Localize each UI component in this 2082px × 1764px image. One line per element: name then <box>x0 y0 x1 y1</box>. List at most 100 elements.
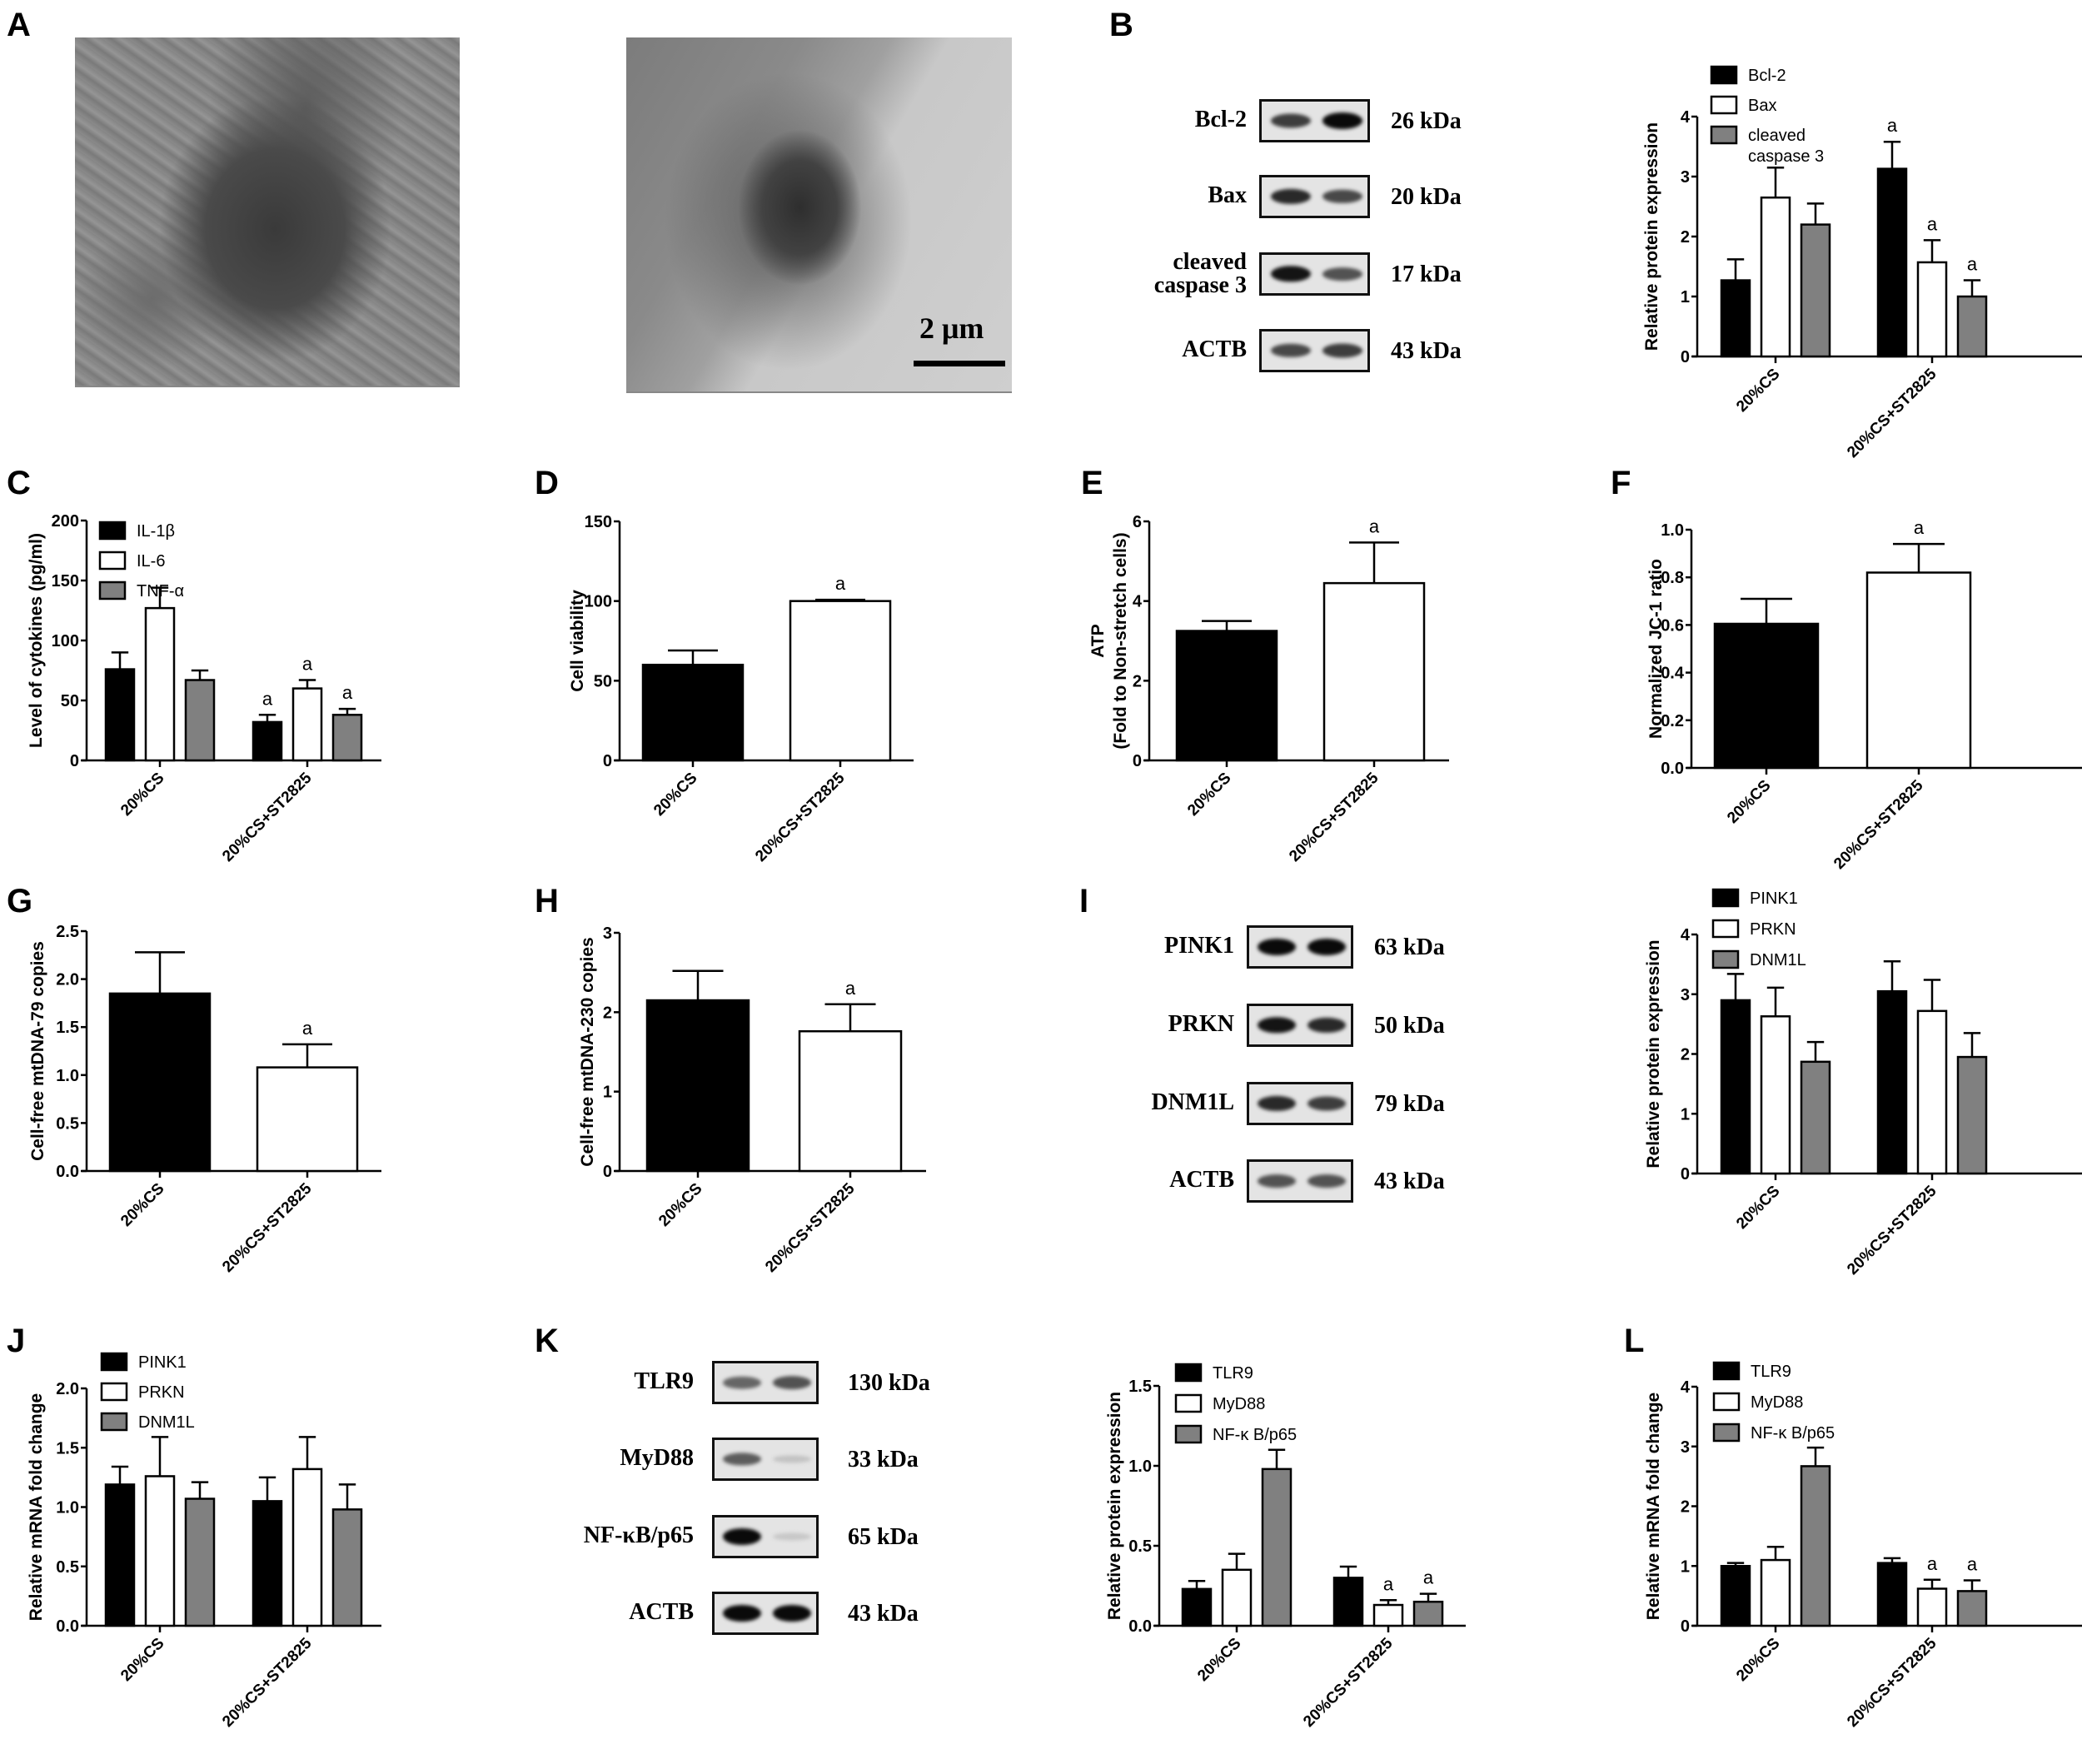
x-category-label: 20%CS <box>117 1635 167 1685</box>
y-axis-label: Cell viability <box>568 590 587 692</box>
x-category-label: 20%CS+ST2825 <box>752 769 849 865</box>
x-category-label: 20%CS <box>1184 770 1234 820</box>
y-tick-label: 100 <box>585 593 612 611</box>
bar <box>1956 295 1988 358</box>
x-category-label: 20%CS <box>1733 1635 1783 1685</box>
panel-label-d: D <box>535 465 559 501</box>
y-tick-label: 2.5 <box>56 923 79 941</box>
bar <box>645 999 750 1173</box>
y-tick-label: 2.0 <box>56 971 79 989</box>
y-tick-label: 150 <box>52 572 79 590</box>
bar <box>108 992 212 1173</box>
panel-label-b: B <box>1109 7 1133 43</box>
y-axis-label: ATP <box>1088 624 1108 657</box>
significance-marker: a <box>1927 213 1938 234</box>
blot-protein-label: TLR9 <box>634 1368 694 1394</box>
blot-band <box>773 1605 812 1622</box>
legend-label: cleaved <box>1748 127 1806 145</box>
y-tick-label: 1.0 <box>56 1067 79 1085</box>
y-axis-label-line2: (Fold to Non-stretch cells) <box>1111 532 1130 749</box>
significance-marker: a <box>835 573 846 594</box>
blot-protein-label: cleaved caspase 3 <box>1153 249 1247 298</box>
blot-band <box>723 1376 762 1389</box>
bar <box>1876 167 1908 358</box>
y-tick-label: 1.0 <box>1661 521 1684 540</box>
blot-kda-label: 43 kDa <box>848 1601 919 1627</box>
scale-bar-label: 2 μm <box>919 311 984 345</box>
blot-band <box>1270 343 1311 358</box>
y-axis-label: Relative protein expression <box>1105 1392 1124 1620</box>
y-tick-label: 1 <box>603 1084 612 1102</box>
x-category-label: 20%CS <box>1733 1183 1783 1233</box>
significance-marker: a <box>302 654 313 675</box>
x-category-label: 20%CS <box>655 1180 705 1230</box>
blot-protein-label: ACTB <box>1182 336 1247 362</box>
micrograph-20cs-st2825: 2 μm <box>626 37 1012 393</box>
y-tick-label: 0 <box>1681 1165 1690 1183</box>
blot-kda-label: 43 kDa <box>1391 338 1462 364</box>
blot-kda-label: 65 kDa <box>848 1524 919 1550</box>
legend-label: DNM1L <box>138 1413 195 1432</box>
bar <box>1720 279 1751 358</box>
blot-band <box>1258 939 1297 955</box>
bar <box>1175 630 1278 762</box>
y-tick-label: 0.4 <box>1661 665 1685 683</box>
blot-protein-label: ACTB <box>629 1599 694 1625</box>
legend-swatch <box>1712 1361 1741 1381</box>
significance-marker: a <box>1383 1573 1394 1594</box>
y-tick-label: 0.6 <box>1661 616 1684 635</box>
significance-marker: a <box>1967 254 1978 275</box>
bar <box>1261 1468 1293 1627</box>
bar <box>1916 1009 1948 1175</box>
x-category-label: 20%CS+ST2825 <box>1300 1634 1397 1731</box>
y-tick-label: 2 <box>603 1004 612 1022</box>
blot-protein-label: PINK1 <box>1164 933 1234 959</box>
legend-swatch <box>1711 888 1740 908</box>
bar <box>1916 1587 1948 1627</box>
blot-kda-label: 43 kDa <box>1374 1169 1445 1194</box>
significance-marker: a <box>1927 1553 1938 1574</box>
legend-label: NF-κ B/p65 <box>1213 1426 1297 1444</box>
bar <box>1322 581 1426 762</box>
bar <box>1956 1590 1988 1627</box>
blot-band <box>1307 1017 1347 1034</box>
bar <box>256 1066 359 1173</box>
blot-kda-label: 17 kDa <box>1391 262 1462 287</box>
bar <box>1760 1015 1791 1175</box>
x-category-label: 20%CS+ST2825 <box>1830 776 1927 873</box>
legend-label: DNM1L <box>1750 951 1806 969</box>
bar <box>1713 622 1820 770</box>
blot-lane-box <box>712 1592 819 1635</box>
blot-band <box>1258 1017 1297 1034</box>
bar <box>1221 1568 1253 1627</box>
blot-lane-box <box>1247 925 1353 969</box>
y-tick-label: 0 <box>1681 1617 1690 1636</box>
legend-label: PINK1 <box>138 1353 187 1372</box>
bar <box>291 687 323 762</box>
y-tick-label: 2 <box>1681 228 1690 247</box>
bar <box>252 720 283 762</box>
significance-marker: a <box>1369 516 1380 536</box>
blot-band <box>1307 1174 1347 1188</box>
panel-label-j: J <box>7 1323 26 1359</box>
blot-protein-label: Bax <box>1208 182 1247 208</box>
legend-label: PRKN <box>138 1383 185 1402</box>
legend-label: Bax <box>1748 97 1776 115</box>
blot-protein-label: DNM1L <box>1151 1089 1234 1115</box>
y-tick-label: 0.0 <box>1128 1617 1152 1636</box>
y-tick-label: 3 <box>1681 1438 1690 1457</box>
significance-marker: a <box>845 978 856 999</box>
blot-lane-box <box>1259 329 1370 372</box>
x-category-label: 20%CS+ST2825 <box>762 1179 859 1276</box>
bar <box>1720 1565 1751 1627</box>
legend-label: MyD88 <box>1751 1393 1803 1412</box>
significance-marker: a <box>1914 517 1925 538</box>
y-tick-label: 0 <box>603 752 612 770</box>
x-category-label: 20%CS <box>117 1180 167 1230</box>
blot-lane-box <box>1247 1004 1353 1047</box>
bar <box>789 600 892 762</box>
legend-label: Bcl-2 <box>1748 67 1786 85</box>
blot-band <box>1322 189 1363 204</box>
bar <box>1800 1465 1831 1627</box>
panel-label-i: I <box>1079 883 1089 919</box>
